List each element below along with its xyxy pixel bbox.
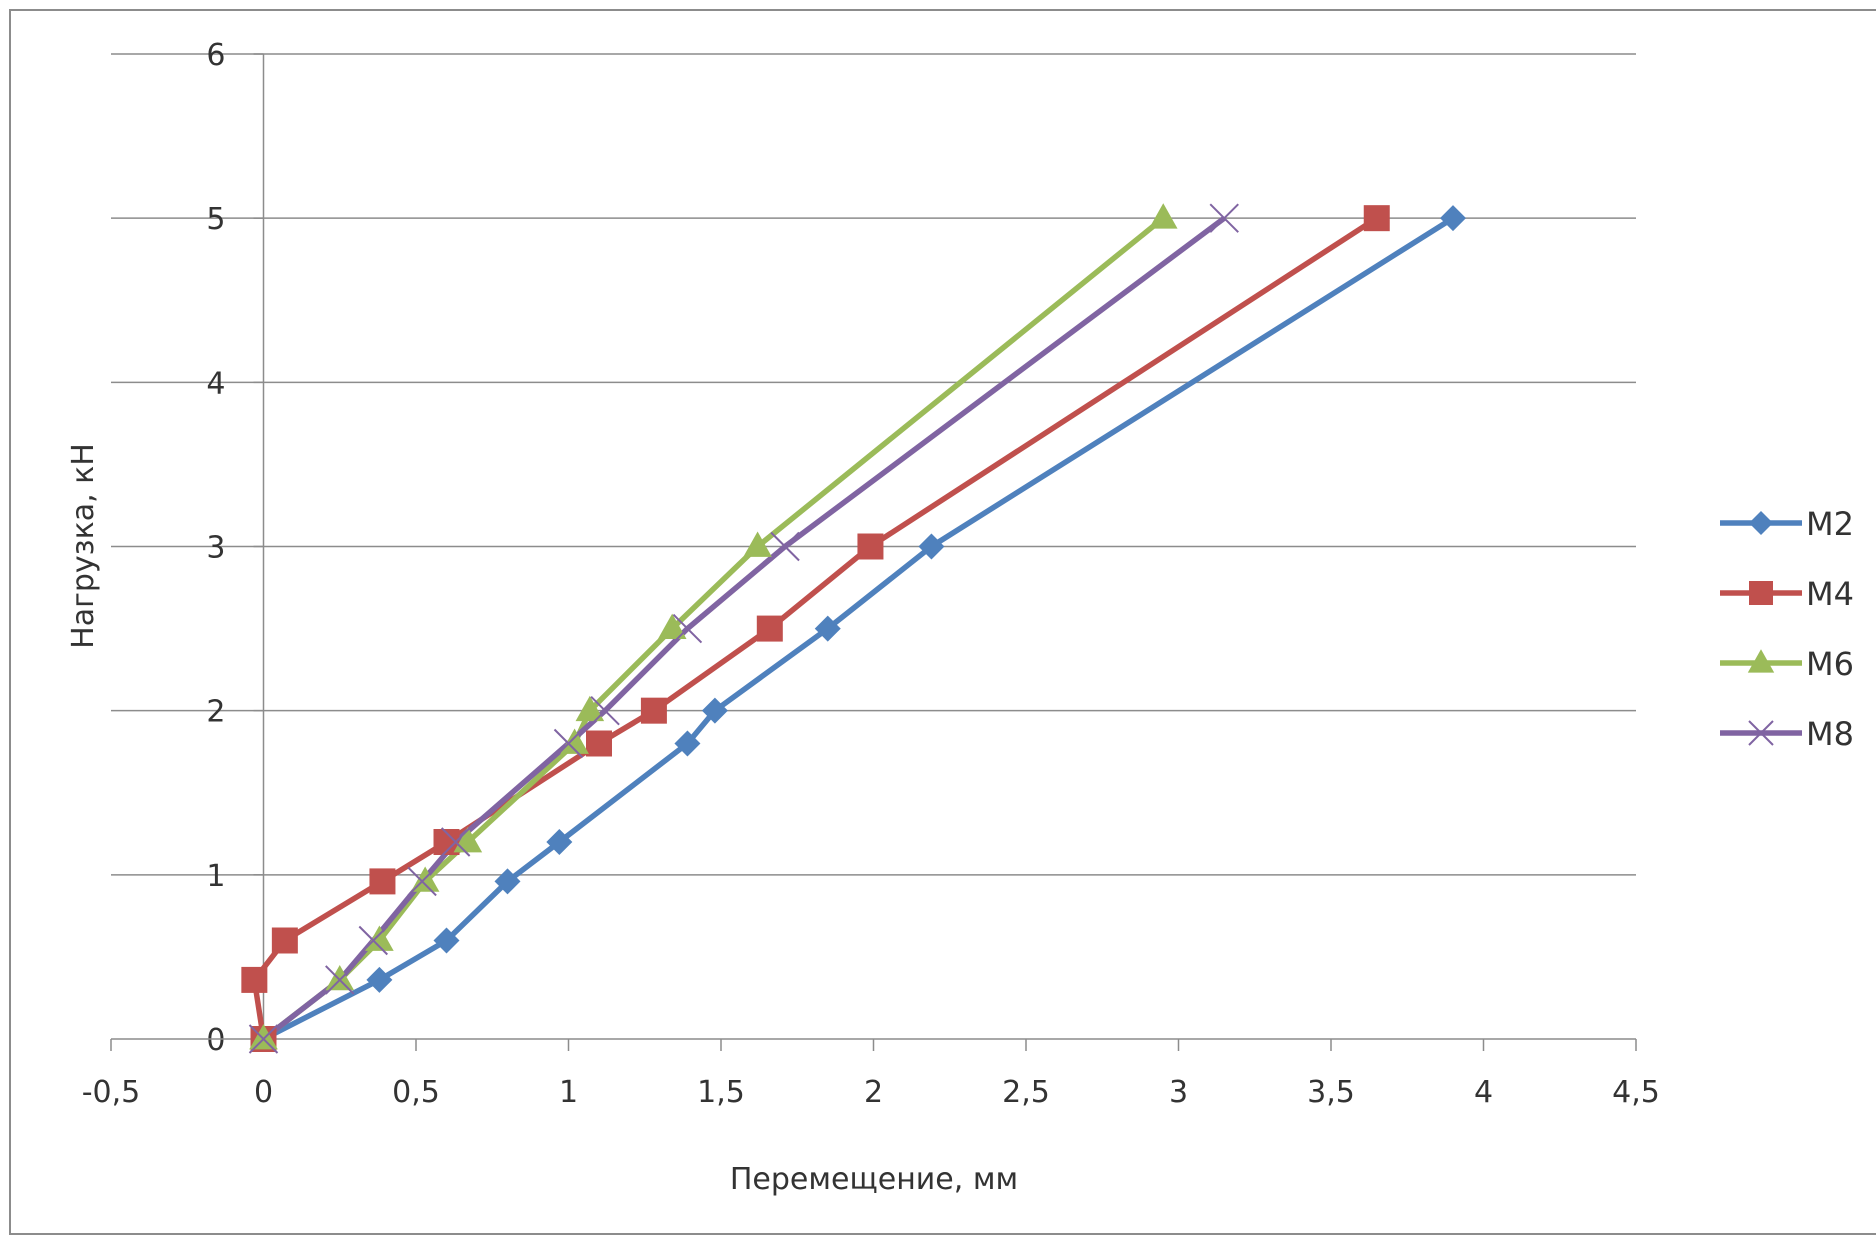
- y-tick-label: 2: [206, 695, 225, 730]
- y-tick-label: 0: [206, 1023, 225, 1058]
- legend: M2 M4 M6 M8: [1720, 505, 1854, 753]
- x-tick-label: 3: [1169, 1075, 1188, 1110]
- x-tick-label: 2,5: [1002, 1075, 1050, 1110]
- series-lines: [251, 215, 1455, 1042]
- y-axis-title: Нагрузка, кН: [66, 443, 101, 649]
- x-tick-label: 4,5: [1612, 1075, 1660, 1110]
- x-tick-label: 4: [1474, 1075, 1493, 1110]
- legend-label-M4: M4: [1806, 575, 1854, 613]
- data-point-M2-1: [366, 966, 393, 993]
- data-point-M4-9: [1363, 205, 1390, 232]
- data-point-M8-9: [1209, 203, 1239, 233]
- y-tick-label: 4: [206, 366, 225, 401]
- x-tick-label: -0,5: [82, 1075, 141, 1110]
- data-point-M2-4: [546, 829, 573, 855]
- data-point-M4-6: [640, 697, 667, 724]
- series-line-M8: [261, 215, 1226, 1042]
- data-point-M2-8: [918, 533, 945, 560]
- data-point-M2-3: [494, 868, 521, 895]
- x-tick-label: 1: [559, 1075, 578, 1110]
- y-tick-label: 6: [206, 38, 225, 73]
- data-point-M6-1: [325, 964, 355, 991]
- data-point-M2-6: [701, 697, 728, 724]
- legend-marker-M8: [1748, 720, 1774, 746]
- data-point-M6-7: [657, 613, 687, 639]
- axes: 0 1 2 3 4 5 6 -0,5 0 0,5 1 1,5 2 2,5 3 3,5 4 4,5: [82, 38, 1660, 1110]
- series-line-M2: [262, 215, 1455, 1042]
- data-point-M6-8: [743, 531, 772, 557]
- data-point-M2-2: [433, 927, 460, 954]
- x-tick-label: 0,5: [392, 1075, 440, 1110]
- legend-label-M6: M6: [1806, 645, 1854, 683]
- legend-label-M2: M2: [1806, 505, 1854, 543]
- data-point-M6-9: [1148, 203, 1178, 229]
- data-point-M8-4: [440, 827, 471, 857]
- y-tick-label: 3: [206, 531, 225, 566]
- legend-marker-M6: [1747, 649, 1775, 673]
- data-point-M8-0: [248, 1024, 279, 1054]
- data-point-M2-5: [674, 730, 701, 757]
- data-point-M2-7: [814, 615, 841, 642]
- legend-marker-M4: [1749, 581, 1773, 605]
- chart-frame: [9, 9, 1876, 1235]
- data-point-M8-1: [325, 965, 355, 995]
- data-point-M2-9: [1440, 205, 1466, 232]
- data-point-M8-7: [672, 613, 703, 644]
- data-point-M4-8: [857, 533, 884, 560]
- legend-marker-M2: [1749, 511, 1773, 535]
- x-tick-label: 2: [864, 1075, 883, 1110]
- data-point-M8-8: [770, 531, 800, 562]
- data-point-M6-2: [365, 925, 394, 951]
- data-point-M6-5: [560, 728, 589, 754]
- data-point-M4-7: [756, 615, 783, 642]
- x-tick-label: 0: [254, 1075, 273, 1110]
- x-axis-title: Перемещение, мм: [730, 1162, 1018, 1197]
- data-point-M6-0: [249, 1024, 278, 1050]
- data-point-M4-3: [369, 868, 396, 895]
- x-tick-label: 3,5: [1307, 1075, 1355, 1110]
- data-point-M4-5: [586, 730, 612, 757]
- data-point-M8-5: [553, 728, 584, 759]
- x-tick-label: 1,5: [697, 1075, 745, 1110]
- data-point-M8-6: [590, 695, 620, 726]
- series-markers: [241, 203, 1466, 1054]
- data-point-M4-2: [271, 927, 298, 954]
- data-point-M8-2: [358, 925, 389, 956]
- y-tick-label: 5: [206, 202, 225, 237]
- data-point-M8-3: [407, 866, 437, 897]
- data-point-M6-6: [575, 695, 605, 722]
- legend-label-M8: M8: [1806, 715, 1854, 753]
- data-point-M4-1: [241, 966, 268, 993]
- y-tick-label: 1: [206, 859, 225, 894]
